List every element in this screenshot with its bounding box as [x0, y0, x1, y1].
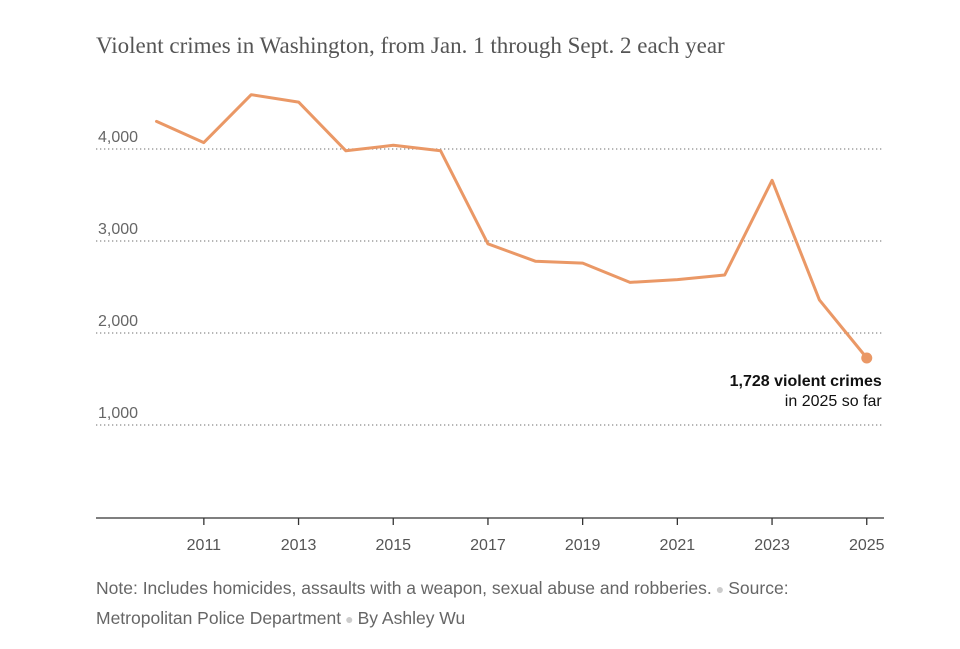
x-tick-label: 2017	[470, 537, 506, 554]
y-tick-label: 2,000	[98, 313, 138, 330]
annotation: 1,728 violent crimes in 2025 so far	[730, 352, 883, 410]
x-tick-label: 2013	[281, 537, 317, 554]
x-axis: 2011 2013 2015 2017 2019 2021 2023 2025	[96, 517, 885, 554]
x-tick-label: 2023	[754, 537, 790, 554]
x-tick-label: 2021	[660, 537, 696, 554]
footer-notes: Note: Includes homicides, assaults with …	[96, 574, 886, 634]
x-tick-label: 2019	[565, 537, 601, 554]
separator-dot: ●	[715, 581, 725, 597]
chart-title: Violent crimes in Washington, from Jan. …	[96, 33, 725, 58]
x-tick-label: 2015	[375, 537, 411, 554]
x-tick-label: 2011	[187, 537, 222, 554]
y-tick-label: 1,000	[98, 405, 138, 422]
end-point-marker	[861, 352, 873, 364]
x-tick-label: 2025	[849, 537, 885, 554]
separator-dot: ●	[345, 611, 354, 627]
footer-byline: By Ashley Wu	[357, 608, 466, 628]
y-tick-label: 3,000	[98, 221, 138, 238]
annotation-line-1: 1,728 violent crimes	[730, 373, 882, 390]
footer-source: Source: Metropolitan Police Department	[96, 578, 789, 628]
annotation-line-2: in 2025 so far	[785, 393, 883, 410]
series-line	[155, 93, 869, 360]
gridlines	[96, 148, 884, 426]
series-lines	[155, 93, 869, 360]
y-axis-labels: 1,000 2,000 3,000 4,000	[98, 129, 138, 422]
footer-note: Note: Includes homicides, assaults with …	[96, 578, 712, 598]
y-tick-label: 4,000	[98, 129, 138, 146]
